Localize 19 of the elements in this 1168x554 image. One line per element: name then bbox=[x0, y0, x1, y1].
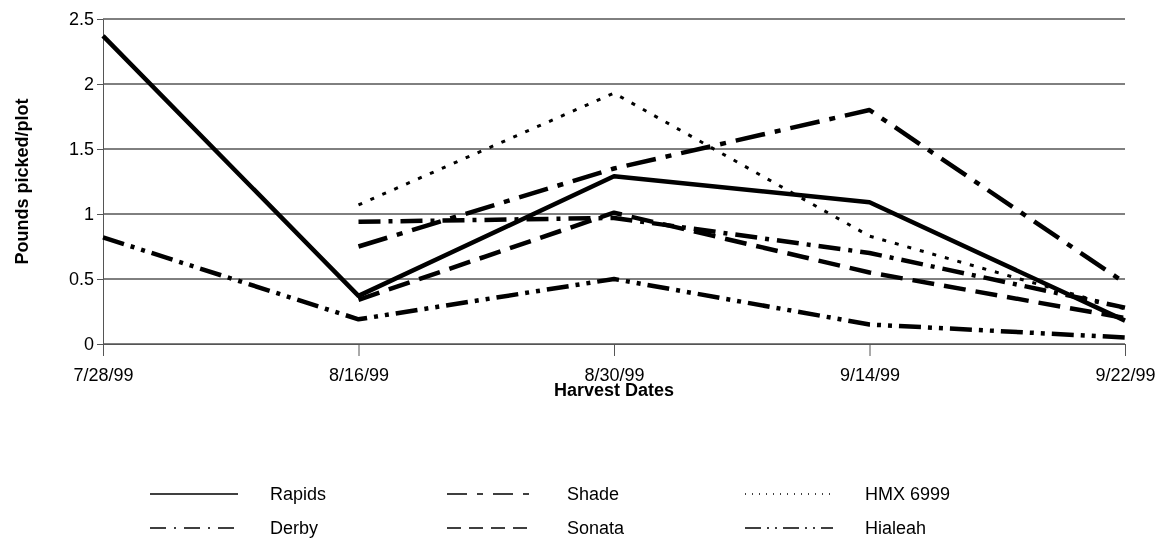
y-tick-label: 2 bbox=[83, 74, 94, 95]
legend-label: HMX 6999 bbox=[865, 484, 951, 504]
y-tick-label: 1.5 bbox=[68, 139, 94, 160]
y-axis-title: Pounds picked/plot bbox=[12, 98, 32, 265]
legend-label: Rapids bbox=[270, 484, 327, 504]
legend-label: Hialeah bbox=[865, 518, 927, 538]
legend-label: Derby bbox=[270, 518, 319, 538]
x-tick-label: 9/14/99 bbox=[839, 364, 901, 385]
x-tick-label: 8/16/99 bbox=[328, 364, 390, 385]
y-tick-label: 2.5 bbox=[68, 9, 94, 30]
y-tick-label: 0.5 bbox=[68, 269, 94, 290]
x-tick-label: 7/28/99 bbox=[73, 364, 134, 385]
x-tick-label: 9/22/99 bbox=[1095, 364, 1156, 385]
y-tick-label: 0 bbox=[83, 334, 94, 355]
y-tick-label: 1 bbox=[83, 204, 94, 225]
x-axis-title: Harvest Dates bbox=[553, 380, 675, 400]
line-series bbox=[100, 235, 1128, 340]
legend-label: Shade bbox=[567, 484, 620, 504]
legend-label: Sonata bbox=[567, 518, 626, 538]
